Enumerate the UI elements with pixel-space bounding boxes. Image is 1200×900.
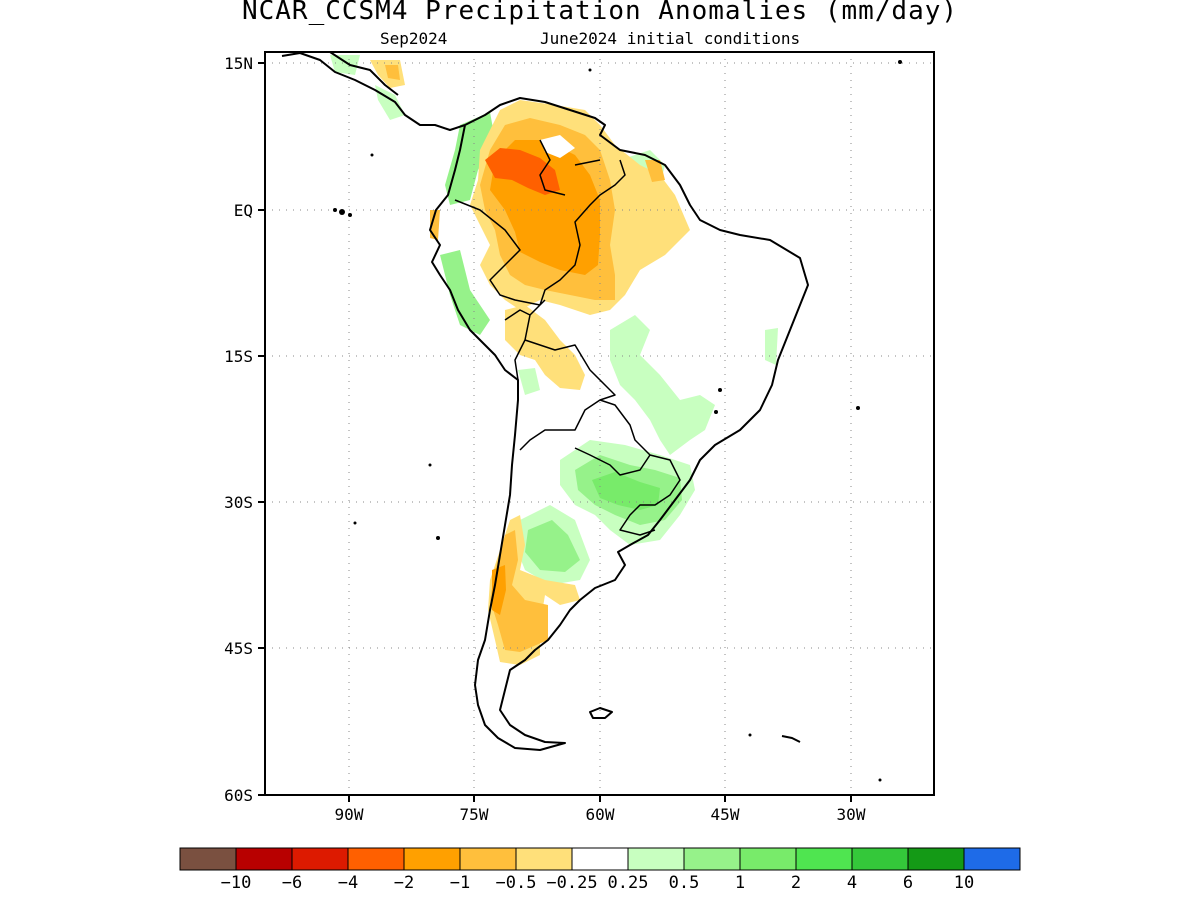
anomaly-shade <box>765 328 778 365</box>
south-georgia <box>781 735 801 743</box>
latitude-labels: 15N EQ 15S 30S 45S 60S <box>224 54 253 805</box>
lat-label: EQ <box>234 201 253 220</box>
small-islands <box>333 60 902 782</box>
central-america-coast-north <box>329 52 399 96</box>
anomaly-shade <box>592 472 660 510</box>
lat-label: 15S <box>224 347 253 366</box>
anomaly-shade <box>610 315 715 455</box>
anomaly-shade <box>440 250 490 335</box>
colorbar-label: −10 <box>221 873 252 893</box>
anomaly-shade <box>385 65 400 80</box>
map-title: NCAR_CCSM4 Precipitation Anomalies (mm/d… <box>241 0 959 26</box>
anomaly-shade <box>485 148 560 195</box>
lon-label: 75W <box>460 805 489 824</box>
colorbar-label: 10 <box>954 873 974 893</box>
lat-label: 15N <box>224 54 253 73</box>
longitude-labels: 90W 75W 60W 45W 30W <box>335 805 866 824</box>
colorbar-label: 2 <box>791 873 801 893</box>
anomaly-shade <box>645 160 665 182</box>
lon-label: 90W <box>335 805 364 824</box>
forecast-month: Sep2024 <box>380 29 448 48</box>
colorbar-swatch <box>627 847 685 871</box>
colorbar-label: −4 <box>338 873 358 893</box>
colorbar-swatch <box>739 847 797 871</box>
colorbar-swatch <box>403 847 461 871</box>
central-america-coast <box>281 52 466 131</box>
colorbar-label: −2 <box>394 873 414 893</box>
lat-label: 45S <box>224 639 253 658</box>
initial-conditions: June2024 initial conditions <box>540 29 801 48</box>
colorbar-swatch <box>459 847 517 871</box>
colorbar-swatch <box>683 847 741 871</box>
colorbar-swatch <box>235 847 293 871</box>
colorbar-label: 0.5 <box>669 873 700 893</box>
colorbar-label: −6 <box>282 873 302 893</box>
colorbar-label: −0.5 <box>496 873 537 893</box>
anomaly-shade <box>490 530 548 652</box>
colorbar-swatch <box>515 847 573 871</box>
lon-label: 60W <box>586 805 615 824</box>
colorbar: −10 −6 −4 −2 −1 −0.5 −0.25 0.25 0.5 1 2 4 6 10 <box>179 847 1021 893</box>
colorbar-swatch <box>347 847 405 871</box>
colorbar-swatch <box>179 847 237 871</box>
colorbar-swatch <box>963 847 1021 871</box>
colorbar-label: −0.25 <box>546 873 597 893</box>
anomaly-shade <box>518 368 540 395</box>
tick-marks <box>258 62 852 802</box>
anomaly-shading <box>330 55 778 665</box>
anomaly-shade <box>525 520 580 572</box>
falkland-islands <box>589 707 613 719</box>
colorbar-swatch <box>291 847 349 871</box>
colorbar-label: 4 <box>847 873 857 893</box>
lat-label: 30S <box>224 493 253 512</box>
anomaly-shade <box>445 112 495 205</box>
coastlines <box>281 52 809 751</box>
colorbar-label: 0.25 <box>608 873 649 893</box>
anomaly-shade <box>505 305 585 390</box>
colorbar-swatch <box>571 847 629 871</box>
lat-label: 60S <box>224 786 253 805</box>
colorbar-swatch <box>851 847 909 871</box>
colorbar-swatch <box>795 847 853 871</box>
colorbar-label: 1 <box>735 873 745 893</box>
anomaly-shade <box>540 135 575 158</box>
colorbar-label: −1 <box>450 873 470 893</box>
lon-label: 45W <box>711 805 740 824</box>
lon-label: 30W <box>837 805 866 824</box>
south-america-coast <box>429 97 809 751</box>
anomaly-shade <box>375 85 405 120</box>
colorbar-label: 6 <box>903 873 913 893</box>
graticule <box>265 52 934 795</box>
country-borders <box>454 139 681 536</box>
anomaly-shade <box>330 55 360 75</box>
colorbar-swatch <box>907 847 965 871</box>
